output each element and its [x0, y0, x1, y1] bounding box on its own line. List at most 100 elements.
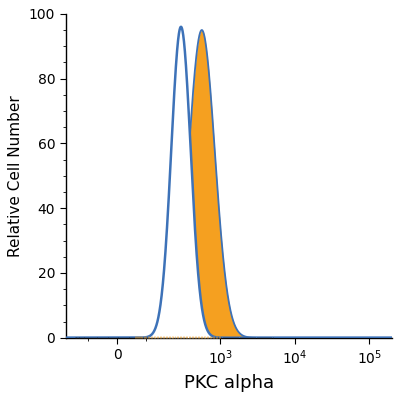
- Point: [114, 334, 121, 341]
- Point: [124, 334, 131, 341]
- Point: [89, 334, 95, 341]
- Point: [154, 334, 161, 341]
- Point: [128, 334, 134, 341]
- Point: [114, 334, 120, 341]
- Point: [146, 334, 152, 340]
- Point: [149, 334, 156, 341]
- Point: [182, 334, 188, 341]
- Point: [76, 334, 82, 341]
- Point: [146, 334, 152, 341]
- Point: [139, 334, 146, 340]
- Point: [95, 334, 102, 341]
- Point: [163, 334, 169, 341]
- Point: [209, 334, 215, 341]
- Point: [136, 334, 142, 340]
- Point: [150, 334, 157, 341]
- Point: [260, 334, 266, 341]
- Point: [205, 334, 212, 340]
- Point: [155, 334, 162, 340]
- Point: [196, 334, 202, 341]
- Point: [240, 334, 247, 341]
- Point: [82, 334, 88, 341]
- Point: [197, 334, 204, 341]
- Point: [177, 334, 183, 341]
- Point: [161, 334, 167, 341]
- Point: [234, 334, 241, 341]
- Point: [165, 334, 172, 341]
- Point: [154, 334, 160, 341]
- Point: [72, 334, 79, 341]
- Point: [176, 334, 182, 341]
- Point: [191, 334, 197, 341]
- Point: [136, 334, 142, 341]
- Y-axis label: Relative Cell Number: Relative Cell Number: [8, 95, 23, 257]
- Point: [141, 334, 147, 341]
- Point: [174, 334, 180, 341]
- Point: [190, 334, 196, 341]
- Point: [220, 334, 227, 341]
- Point: [199, 334, 206, 340]
- Point: [135, 334, 141, 340]
- Point: [116, 334, 123, 341]
- Point: [204, 334, 210, 340]
- Point: [167, 334, 174, 340]
- Point: [227, 334, 233, 341]
- Point: [216, 334, 222, 341]
- Point: [183, 334, 190, 341]
- Point: [254, 334, 261, 341]
- Point: [134, 334, 140, 341]
- Point: [222, 334, 228, 341]
- Point: [200, 334, 207, 340]
- Point: [247, 334, 253, 341]
- Point: [132, 334, 138, 340]
- Point: [168, 334, 175, 341]
- Point: [258, 334, 264, 341]
- Point: [204, 334, 211, 341]
- Point: [192, 334, 198, 340]
- Point: [72, 334, 78, 341]
- Point: [196, 334, 202, 340]
- Point: [104, 334, 111, 341]
- Point: [108, 334, 114, 341]
- Point: [73, 334, 80, 341]
- Point: [132, 334, 138, 341]
- Point: [213, 334, 219, 341]
- Point: [172, 334, 178, 341]
- Point: [253, 334, 260, 341]
- Point: [103, 334, 110, 341]
- Point: [102, 334, 108, 341]
- Point: [184, 334, 190, 340]
- Point: [98, 334, 104, 341]
- Point: [256, 334, 262, 341]
- Point: [245, 334, 251, 341]
- Point: [83, 334, 90, 341]
- Point: [184, 334, 191, 341]
- Point: [214, 334, 220, 341]
- X-axis label: PKC alpha: PKC alpha: [184, 374, 274, 392]
- Point: [137, 334, 143, 340]
- Point: [233, 334, 240, 341]
- Point: [86, 334, 92, 341]
- Point: [248, 334, 254, 341]
- Point: [123, 334, 129, 341]
- Point: [97, 334, 103, 341]
- Point: [187, 334, 193, 340]
- Point: [152, 334, 158, 340]
- Point: [224, 334, 230, 341]
- Point: [136, 334, 143, 341]
- Point: [81, 334, 88, 341]
- Point: [261, 334, 267, 341]
- Point: [94, 334, 101, 341]
- Point: [118, 334, 124, 341]
- Point: [121, 334, 127, 341]
- Point: [259, 334, 265, 341]
- Point: [192, 334, 198, 341]
- Point: [173, 334, 180, 340]
- Point: [186, 334, 192, 340]
- Point: [112, 334, 118, 341]
- Point: [219, 334, 226, 341]
- Point: [215, 334, 222, 341]
- Point: [188, 334, 194, 341]
- Point: [126, 334, 133, 341]
- Point: [198, 334, 204, 340]
